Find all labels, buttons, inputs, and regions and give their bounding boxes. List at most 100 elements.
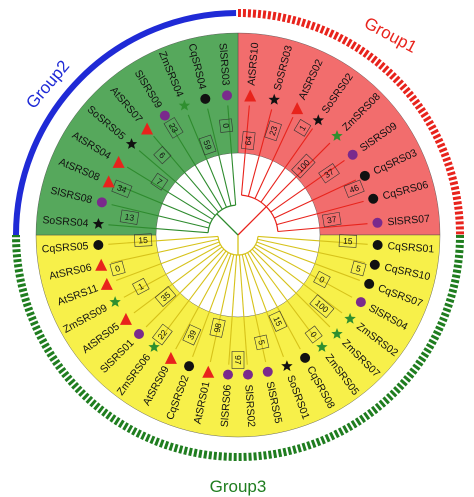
branch-leaf-35: [138, 150, 216, 216]
branch-leaf-39: [207, 108, 232, 206]
branch-leaf-6: [274, 179, 357, 219]
branch-leaf-20: [228, 254, 238, 365]
marker-circle-icon: [223, 369, 234, 380]
group-sector-group3: [35, 234, 441, 438]
branch-leaf-10: [257, 238, 366, 264]
leaf-label: SlSRS07: [387, 213, 431, 229]
marker-triangle-icon: [244, 89, 257, 102]
bootstrap-box: [268, 310, 288, 332]
marker-star-icon: [178, 99, 191, 111]
bootstrap-box: [219, 118, 234, 133]
branch-leaf-23: [175, 252, 229, 350]
branch-leaf-2: [254, 116, 294, 199]
bootstrap-value: 59: [201, 139, 214, 151]
branch-leaf-4: [265, 142, 331, 208]
marker-star-icon: [125, 138, 138, 149]
bootstrap-value: 6: [157, 150, 168, 161]
branch-leaf-11: [256, 241, 360, 281]
marker-star-icon: [268, 93, 280, 105]
group3-title: Group3: [210, 477, 267, 496]
bootstrap-value: 1: [136, 281, 145, 292]
branch-leaf-28: [116, 241, 220, 281]
marker-star-icon: [281, 360, 293, 371]
branch-leaf-24: [159, 250, 227, 340]
branch-arc-group3: [217, 236, 259, 256]
bootstrap-value: 7: [155, 176, 165, 187]
branch-leaf-38: [187, 114, 228, 208]
marker-circle-icon: [364, 278, 375, 289]
bootstrap-box: [318, 163, 340, 184]
bootstrap-box: [132, 277, 150, 296]
branch-leaf-5: [270, 159, 345, 213]
bootstrap-box: [119, 209, 140, 225]
branch-leaf-21: [209, 254, 235, 363]
bootstrap-box: [264, 120, 282, 142]
branch-leaf-34: [126, 166, 213, 220]
marker-triangle-icon: [202, 365, 215, 378]
branch-leaf-37: [169, 123, 223, 210]
bootstrap-box: [111, 179, 133, 198]
leaf-label: CqSRS05: [41, 240, 89, 255]
branch-leaf-18: [241, 254, 267, 363]
bootstrap-value: 34: [116, 182, 129, 195]
marker-circle-icon: [222, 90, 233, 101]
bootstrap-value: 37: [326, 214, 337, 225]
group2-ring: [13, 10, 237, 236]
leaf-label: CqSRS01: [387, 240, 435, 255]
marker-triangle-icon: [112, 155, 125, 168]
marker-circle-icon: [262, 366, 273, 377]
bootstrap-box: [343, 179, 365, 198]
branch-leaf-25: [145, 248, 225, 328]
branch-leaf-40: [227, 105, 237, 206]
branch-leaf-27: [123, 244, 221, 298]
bootstrap-box: [350, 260, 367, 277]
marker-star-icon: [148, 341, 160, 352]
marker-circle-icon: [200, 93, 211, 104]
bootstrap-value: 98: [212, 322, 224, 334]
bootstrap-box: [293, 119, 312, 137]
bootstrap-box: [154, 286, 177, 308]
marker-circle-icon: [359, 170, 370, 181]
branch-leaf-7: [276, 200, 364, 226]
marker-triangle-icon: [95, 258, 108, 271]
marker-circle-icon: [159, 110, 170, 121]
marker-triangle-icon: [164, 351, 177, 364]
bootstrap-box: [313, 270, 331, 289]
bootstrap-value: 23: [267, 124, 280, 136]
bootstrap-box: [153, 146, 172, 165]
branch-leaf-15: [249, 250, 317, 340]
branch-leaf-32: [111, 204, 209, 229]
branch-leaf-1: [247, 109, 273, 197]
branch-leaf-9: [257, 235, 368, 245]
bootstrap-box: [231, 351, 245, 369]
marker-star-icon: [109, 296, 121, 307]
leaf-label: AtSRS10: [246, 42, 262, 86]
branch-root-group2: [216, 213, 239, 236]
leaf-label: SlSRS03: [216, 43, 231, 87]
marker-circle-icon: [93, 239, 104, 250]
bootstrap-box: [309, 294, 335, 319]
branch-leaf-3: [260, 128, 314, 203]
bootstrap-box: [291, 153, 316, 179]
branch-leaf-31: [108, 224, 209, 234]
branch-leaf-17: [244, 253, 284, 357]
group-sector-group2: [35, 32, 239, 236]
marker-triangle-icon: [141, 122, 154, 135]
bootstrap-box: [338, 234, 357, 248]
marker-circle-icon: [347, 149, 358, 160]
marker-circle-icon: [96, 197, 107, 208]
group1-title: Group1: [361, 13, 420, 56]
branch-leaf-22: [192, 253, 232, 357]
branch-arc-group2: [207, 204, 236, 233]
marker-circle-icon: [134, 328, 145, 339]
marker-star-icon: [331, 130, 343, 141]
bootstrap-value: 15: [138, 235, 148, 246]
bootstrap-box: [304, 325, 323, 344]
bootstrap-value: 0: [114, 263, 121, 274]
bootstrap-box: [254, 334, 270, 351]
bootstrap-value: 5: [256, 339, 267, 346]
marker-star-icon: [344, 312, 356, 324]
branch-leaf-8: [277, 223, 368, 233]
branch-leaf-26: [133, 246, 223, 314]
